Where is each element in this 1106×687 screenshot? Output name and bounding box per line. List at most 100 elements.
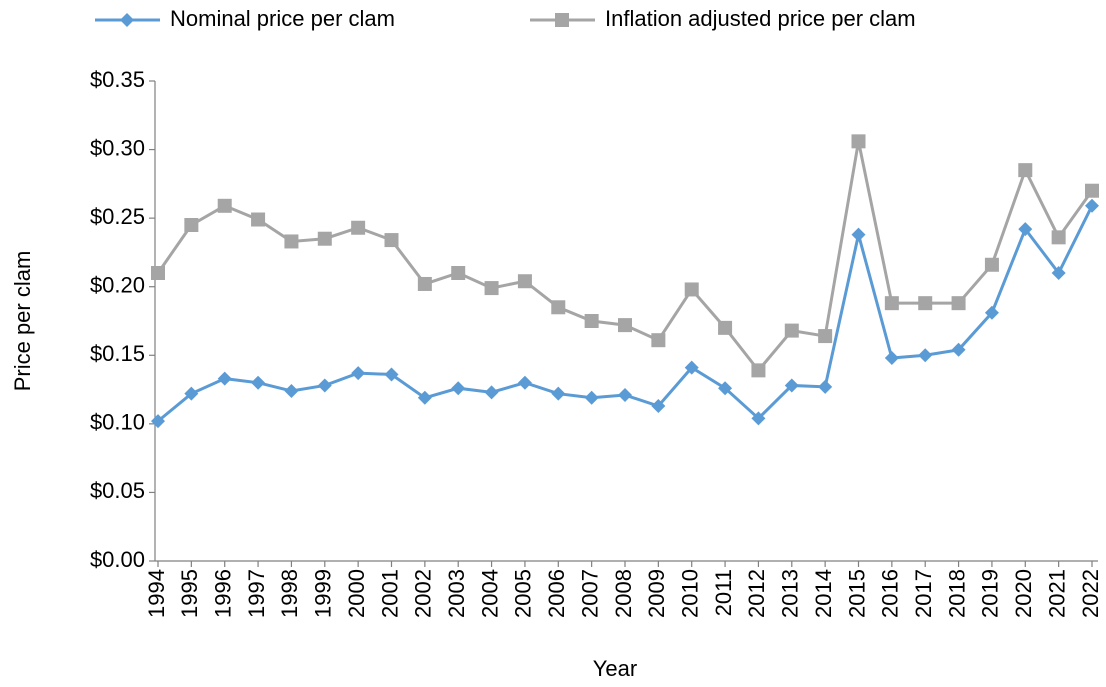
x-tick-label: 1999 — [311, 569, 336, 618]
x-tick-label: 2011 — [711, 569, 736, 616]
legend-label: Inflation adjusted price per clam — [605, 6, 916, 31]
data-point — [551, 300, 566, 315]
data-point — [151, 414, 165, 429]
x-tick-label: 1994 — [144, 569, 169, 618]
y-tick-label: $0.35 — [90, 67, 145, 92]
data-point — [484, 385, 499, 400]
data-point — [851, 134, 866, 149]
data-point — [251, 212, 266, 227]
x-axis-title: Year — [593, 656, 637, 681]
x-tick-label: 2014 — [811, 569, 836, 618]
legend-label: Nominal price per clam — [170, 6, 395, 31]
x-tick-label: 2003 — [444, 569, 469, 618]
data-point — [217, 371, 232, 386]
data-point — [151, 266, 165, 280]
data-point — [618, 318, 632, 333]
data-point — [1018, 222, 1033, 237]
data-point — [1085, 183, 1099, 198]
x-tick-label: 2018 — [944, 569, 969, 618]
x-tick-label: 2016 — [878, 569, 903, 618]
x-tick-label: 2017 — [911, 569, 936, 618]
x-tick-label: 2002 — [411, 569, 436, 618]
y-tick-label: $0.20 — [90, 273, 145, 298]
x-tick-label: 2015 — [844, 569, 869, 618]
data-point — [551, 386, 566, 401]
x-tick-label: 2005 — [511, 569, 536, 618]
data-point — [217, 198, 232, 213]
data-point — [651, 333, 666, 348]
data-point — [718, 381, 733, 396]
data-point — [317, 231, 332, 246]
x-tick-label: 1996 — [211, 569, 236, 618]
data-point — [451, 381, 466, 396]
data-point — [1085, 198, 1099, 213]
data-point — [517, 274, 532, 289]
y-tick-label: $0.25 — [90, 204, 145, 229]
data-point — [284, 234, 299, 249]
y-tick-label: $0.05 — [90, 478, 145, 503]
data-point — [818, 329, 833, 344]
data-point — [851, 227, 866, 242]
data-point — [751, 363, 766, 378]
data-point — [884, 351, 899, 366]
data-point — [784, 323, 799, 338]
data-point — [951, 296, 966, 311]
x-tick-label: 2020 — [1011, 569, 1036, 618]
data-point — [751, 411, 766, 426]
data-point — [517, 375, 532, 390]
x-tick-label: 1998 — [277, 569, 302, 618]
x-tick-label: 2022 — [1078, 569, 1103, 618]
x-tick-label: 1997 — [244, 569, 269, 618]
data-point — [184, 218, 199, 232]
data-point — [351, 366, 366, 381]
x-tick-label: 2001 — [377, 569, 402, 618]
series-line — [156, 141, 1094, 373]
x-tick-label: 2010 — [678, 569, 703, 618]
data-point — [251, 375, 266, 390]
data-point — [984, 305, 999, 320]
x-tick-label: 2009 — [644, 569, 669, 618]
data-point — [918, 348, 933, 363]
data-point — [618, 388, 632, 403]
y-tick-label: $0.00 — [90, 547, 145, 572]
data-point — [784, 378, 799, 393]
data-point — [417, 276, 432, 291]
data-point — [584, 314, 599, 328]
y-axis-title: Price per clam — [10, 251, 35, 392]
data-point — [451, 266, 466, 280]
x-tick-label: 2013 — [778, 569, 803, 618]
data-point — [818, 379, 833, 394]
x-tick-label: 2007 — [577, 569, 602, 618]
y-tick-label: $0.10 — [90, 410, 145, 435]
data-point — [1018, 163, 1033, 178]
x-tick-label: 2021 — [1044, 569, 1069, 618]
x-tick-label: 2019 — [978, 569, 1003, 618]
data-point — [1051, 266, 1066, 280]
data-point — [484, 281, 499, 296]
x-tick-label: 2012 — [744, 569, 769, 618]
x-tick-label: 1995 — [177, 569, 202, 618]
data-point — [284, 383, 299, 398]
data-point — [684, 282, 699, 297]
data-point — [918, 296, 933, 311]
x-tick-label: 2000 — [344, 569, 369, 618]
y-tick-label: $0.30 — [90, 135, 145, 160]
legend-marker — [120, 13, 134, 27]
y-tick-label: $0.15 — [90, 341, 145, 366]
data-point — [384, 233, 399, 248]
data-point — [584, 390, 599, 405]
data-point — [1051, 230, 1066, 245]
legend-marker — [555, 13, 569, 27]
data-point — [718, 320, 733, 335]
data-point — [951, 342, 966, 357]
x-tick-label: 2006 — [544, 569, 569, 618]
x-tick-label: 2004 — [477, 569, 502, 618]
data-point — [651, 399, 666, 414]
data-point — [684, 360, 699, 375]
data-point — [184, 386, 199, 401]
data-point — [351, 220, 366, 235]
data-point — [984, 257, 999, 272]
data-point — [384, 367, 399, 382]
data-point — [317, 378, 332, 393]
